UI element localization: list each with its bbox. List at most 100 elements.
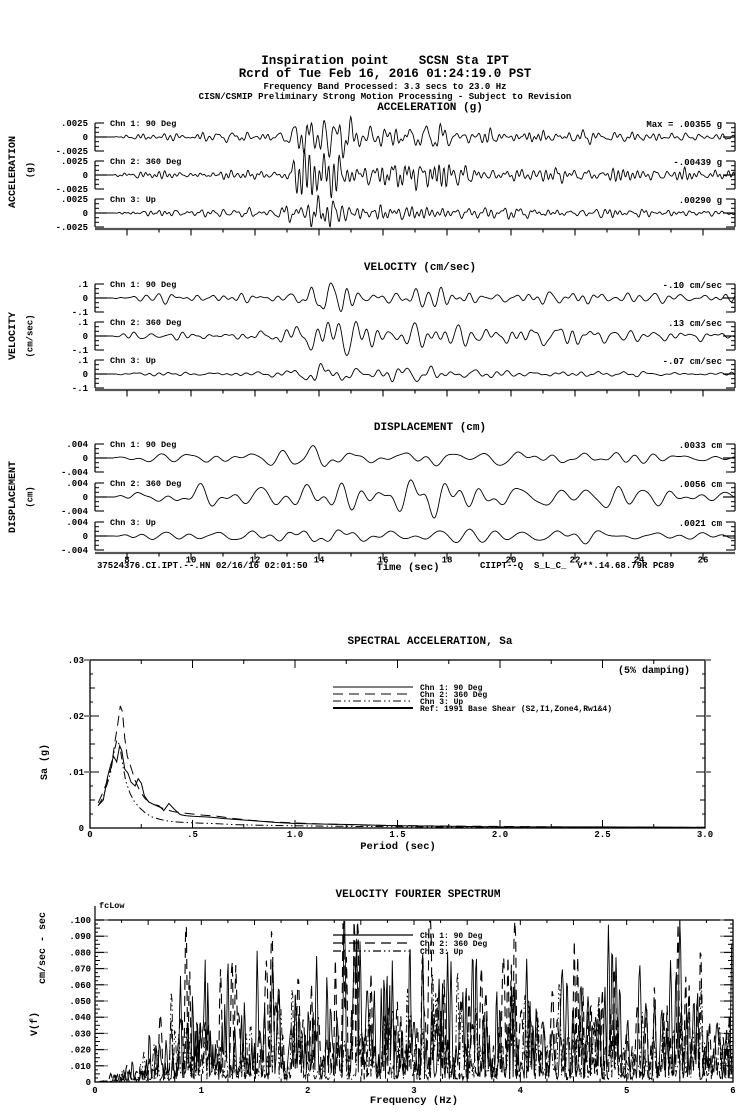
channel-label: Chn 1: 90 Deg	[110, 280, 176, 290]
legend-label: Chn 1: 90 Deg	[420, 684, 483, 693]
legend-label: Chn 1: 90 Deg	[420, 932, 483, 941]
filter-corner-label: fcLow	[99, 901, 125, 911]
time-axis-label: Time (sec)	[376, 562, 440, 574]
sa-y-tick-label: .01	[68, 768, 85, 778]
tick-label: .0025	[61, 157, 88, 167]
tick-label: .0025	[61, 195, 88, 205]
tick-label: -.0025	[56, 185, 88, 195]
time-tick-label: 22	[570, 556, 581, 566]
sa-y-tick-label: .03	[68, 656, 84, 666]
fourier-y-tick-label: .080	[69, 948, 91, 958]
sa-series-3	[97, 739, 705, 828]
channel-label: Chn 2: 360 Deg	[110, 479, 181, 489]
time-tick-label: 24	[634, 556, 645, 566]
time-tick-label: 26	[698, 556, 709, 566]
frequency-axis-label: Frequency (Hz)	[369, 1095, 459, 1107]
tick-label: -.004	[61, 507, 89, 517]
peak-annotation: .0056 cm	[679, 480, 723, 490]
legend-label: Chn 2: 360 Deg	[420, 940, 487, 949]
legend-label: Chn 3: Up	[420, 948, 463, 957]
tick-label: 0	[83, 454, 88, 464]
processing-id-footer: CIIPT--Q S_L_C_ v**.14.68.79R PC89	[480, 561, 675, 571]
fourier-x-tick-label: 4	[518, 1086, 524, 1096]
frequency-band-note: Frequency Band Processed: 3.3 secs to 23…	[263, 82, 507, 92]
channel-label: Chn 2: 360 Deg	[110, 318, 181, 328]
channel-label: Chn 3: Up	[110, 518, 156, 528]
channel-label: Chn 3: Up	[110, 195, 156, 205]
fourier-series-1	[97, 920, 733, 1082]
tick-label: -.1	[72, 384, 89, 394]
sa-series-2	[97, 705, 705, 828]
velocity-title: VELOCITY (cm/sec)	[363, 262, 477, 274]
time-tick-label: 12	[250, 556, 261, 566]
fourier-y-tick-label: .100	[69, 916, 91, 926]
tick-label: .1	[77, 318, 88, 328]
fourier-series-2	[97, 920, 733, 1082]
displacement-title: DISPLACEMENT (cm)	[373, 422, 487, 434]
fourier-spectrum-title: VELOCITY FOURIER SPECTRUM	[335, 889, 501, 901]
tick-label: 0	[83, 133, 88, 143]
time-tick-label: 18	[442, 556, 453, 566]
sa-y-tick-label: 0	[79, 824, 84, 834]
tick-label: -.004	[61, 546, 89, 556]
tick-label: -.004	[61, 468, 89, 478]
acceleration-waveform	[103, 194, 735, 228]
tick-label: 0	[83, 370, 88, 380]
legend-label: Chn 2: 360 Deg	[420, 691, 487, 700]
fourier-y-tick-label: .060	[69, 981, 91, 991]
fourier-x-tick-label: 6	[730, 1086, 735, 1096]
tick-label: -.1	[72, 346, 89, 356]
displacement-waveform	[103, 445, 735, 467]
channel-label: Chn 1: 90 Deg	[110, 440, 176, 450]
fourier-x-tick-label: 2	[305, 1086, 310, 1096]
sa-x-tick-label: 2.0	[492, 830, 508, 840]
time-tick-label: 14	[314, 556, 325, 566]
velocity-waveform	[103, 362, 736, 383]
acceleration-waveform	[103, 148, 736, 199]
fourier-y-tick-label: .090	[69, 932, 91, 942]
tick-label: 0	[83, 209, 88, 219]
sa-x-tick-label: 0	[87, 830, 92, 840]
fourier-x-tick-label: 5	[624, 1086, 629, 1096]
peak-annotation: -.07 cm/sec	[663, 357, 722, 367]
fourier-y-tick-label: .020	[69, 1046, 91, 1056]
peak-annotation: -.00439 g	[673, 158, 722, 168]
record-timestamp: Rcrd of Tue Feb 16, 2016 01:24:19.0 PST	[238, 67, 532, 81]
damping-label: (5% damping)	[617, 666, 691, 677]
legend-label: Chn 3: Up	[420, 698, 463, 707]
tick-label: .004	[66, 479, 88, 489]
time-tick-label: 8	[124, 556, 129, 566]
sa-y-tick-label: .02	[68, 712, 84, 722]
fourier-x-tick-label: 3	[411, 1086, 416, 1096]
sa-plot-frame	[89, 659, 706, 829]
tick-label: 0	[83, 332, 88, 342]
tick-label: -.0025	[56, 223, 88, 233]
tick-label: -.1	[72, 308, 89, 318]
fourier-x-tick-label: 1	[199, 1086, 205, 1096]
spectral-acceleration-title: SPECTRAL ACCELERATION, Sa	[347, 636, 513, 648]
sa-x-tick-label: 1.0	[287, 830, 303, 840]
channel-label: Chn 1: 90 Deg	[110, 119, 176, 129]
tick-label: 0	[83, 493, 88, 503]
tick-label: 0	[83, 532, 88, 542]
tick-label: 0	[83, 171, 88, 181]
channel-label: Chn 2: 360 Deg	[110, 157, 181, 167]
fourier-y-tick-label: .070	[69, 965, 91, 975]
sa-x-tick-label: 3.0	[697, 830, 713, 840]
period-axis-label: Period (sec)	[360, 841, 436, 853]
processing-notice: CISN/CSMIP Preliminary Strong Motion Pro…	[198, 92, 572, 102]
tick-label: .1	[77, 280, 88, 290]
peak-annotation: .00290 g	[679, 196, 722, 206]
peak-annotation: .0021 cm	[679, 519, 723, 529]
sa-x-tick-label: .5	[187, 830, 198, 840]
peak-annotation: -.10 cm/sec	[663, 281, 722, 291]
channel-label: Chn 3: Up	[110, 356, 156, 366]
tick-label: 0	[83, 294, 88, 304]
fourier-x-tick-label: 0	[92, 1086, 97, 1096]
peak-annotation: Max = .00355 g	[646, 120, 722, 130]
fourier-series-3	[97, 972, 733, 1082]
fourier-y-tick-label: 0	[86, 1078, 91, 1088]
tick-label: .1	[77, 356, 88, 366]
